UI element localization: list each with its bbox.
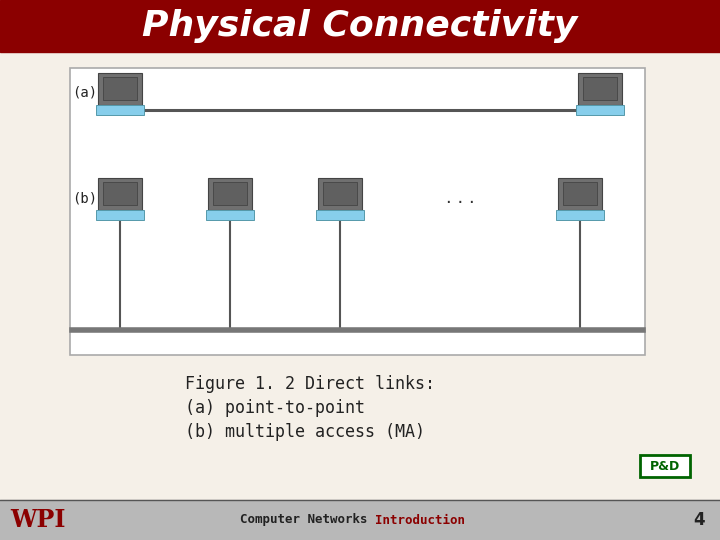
Bar (323, 182, 357, 206)
Text: Physical Connectivity: Physical Connectivity (143, 9, 577, 43)
Text: 4: 4 (693, 511, 705, 529)
Bar (318, 178, 362, 210)
Bar (103, 77, 137, 100)
Text: Computer Networks: Computer Networks (240, 514, 367, 526)
Bar (208, 178, 252, 210)
Text: (a) point-to-point: (a) point-to-point (185, 399, 365, 417)
Text: WPI: WPI (10, 508, 66, 532)
Bar (96, 105, 144, 114)
Text: Figure 1. 2 Direct links:: Figure 1. 2 Direct links: (185, 375, 435, 393)
Bar (557, 210, 604, 219)
Text: (a): (a) (72, 86, 97, 100)
Bar (578, 73, 622, 105)
Bar (316, 210, 364, 219)
Bar (576, 105, 624, 114)
Bar (583, 77, 617, 100)
Text: P&D: P&D (650, 460, 680, 472)
Bar (70, 68, 645, 355)
Bar (0, 500, 720, 540)
Bar (563, 182, 597, 206)
Bar (103, 182, 137, 206)
Bar (96, 210, 144, 219)
Bar (640, 455, 690, 477)
Bar (213, 182, 247, 206)
Bar (98, 178, 142, 210)
Text: Introduction: Introduction (375, 514, 465, 526)
Bar (98, 73, 142, 105)
Text: . . .: . . . (446, 189, 474, 207)
Bar (558, 178, 602, 210)
Bar (206, 210, 253, 219)
Text: (b): (b) (72, 191, 97, 205)
Text: (b) multiple access (MA): (b) multiple access (MA) (185, 423, 425, 441)
Bar (0, 0, 720, 52)
